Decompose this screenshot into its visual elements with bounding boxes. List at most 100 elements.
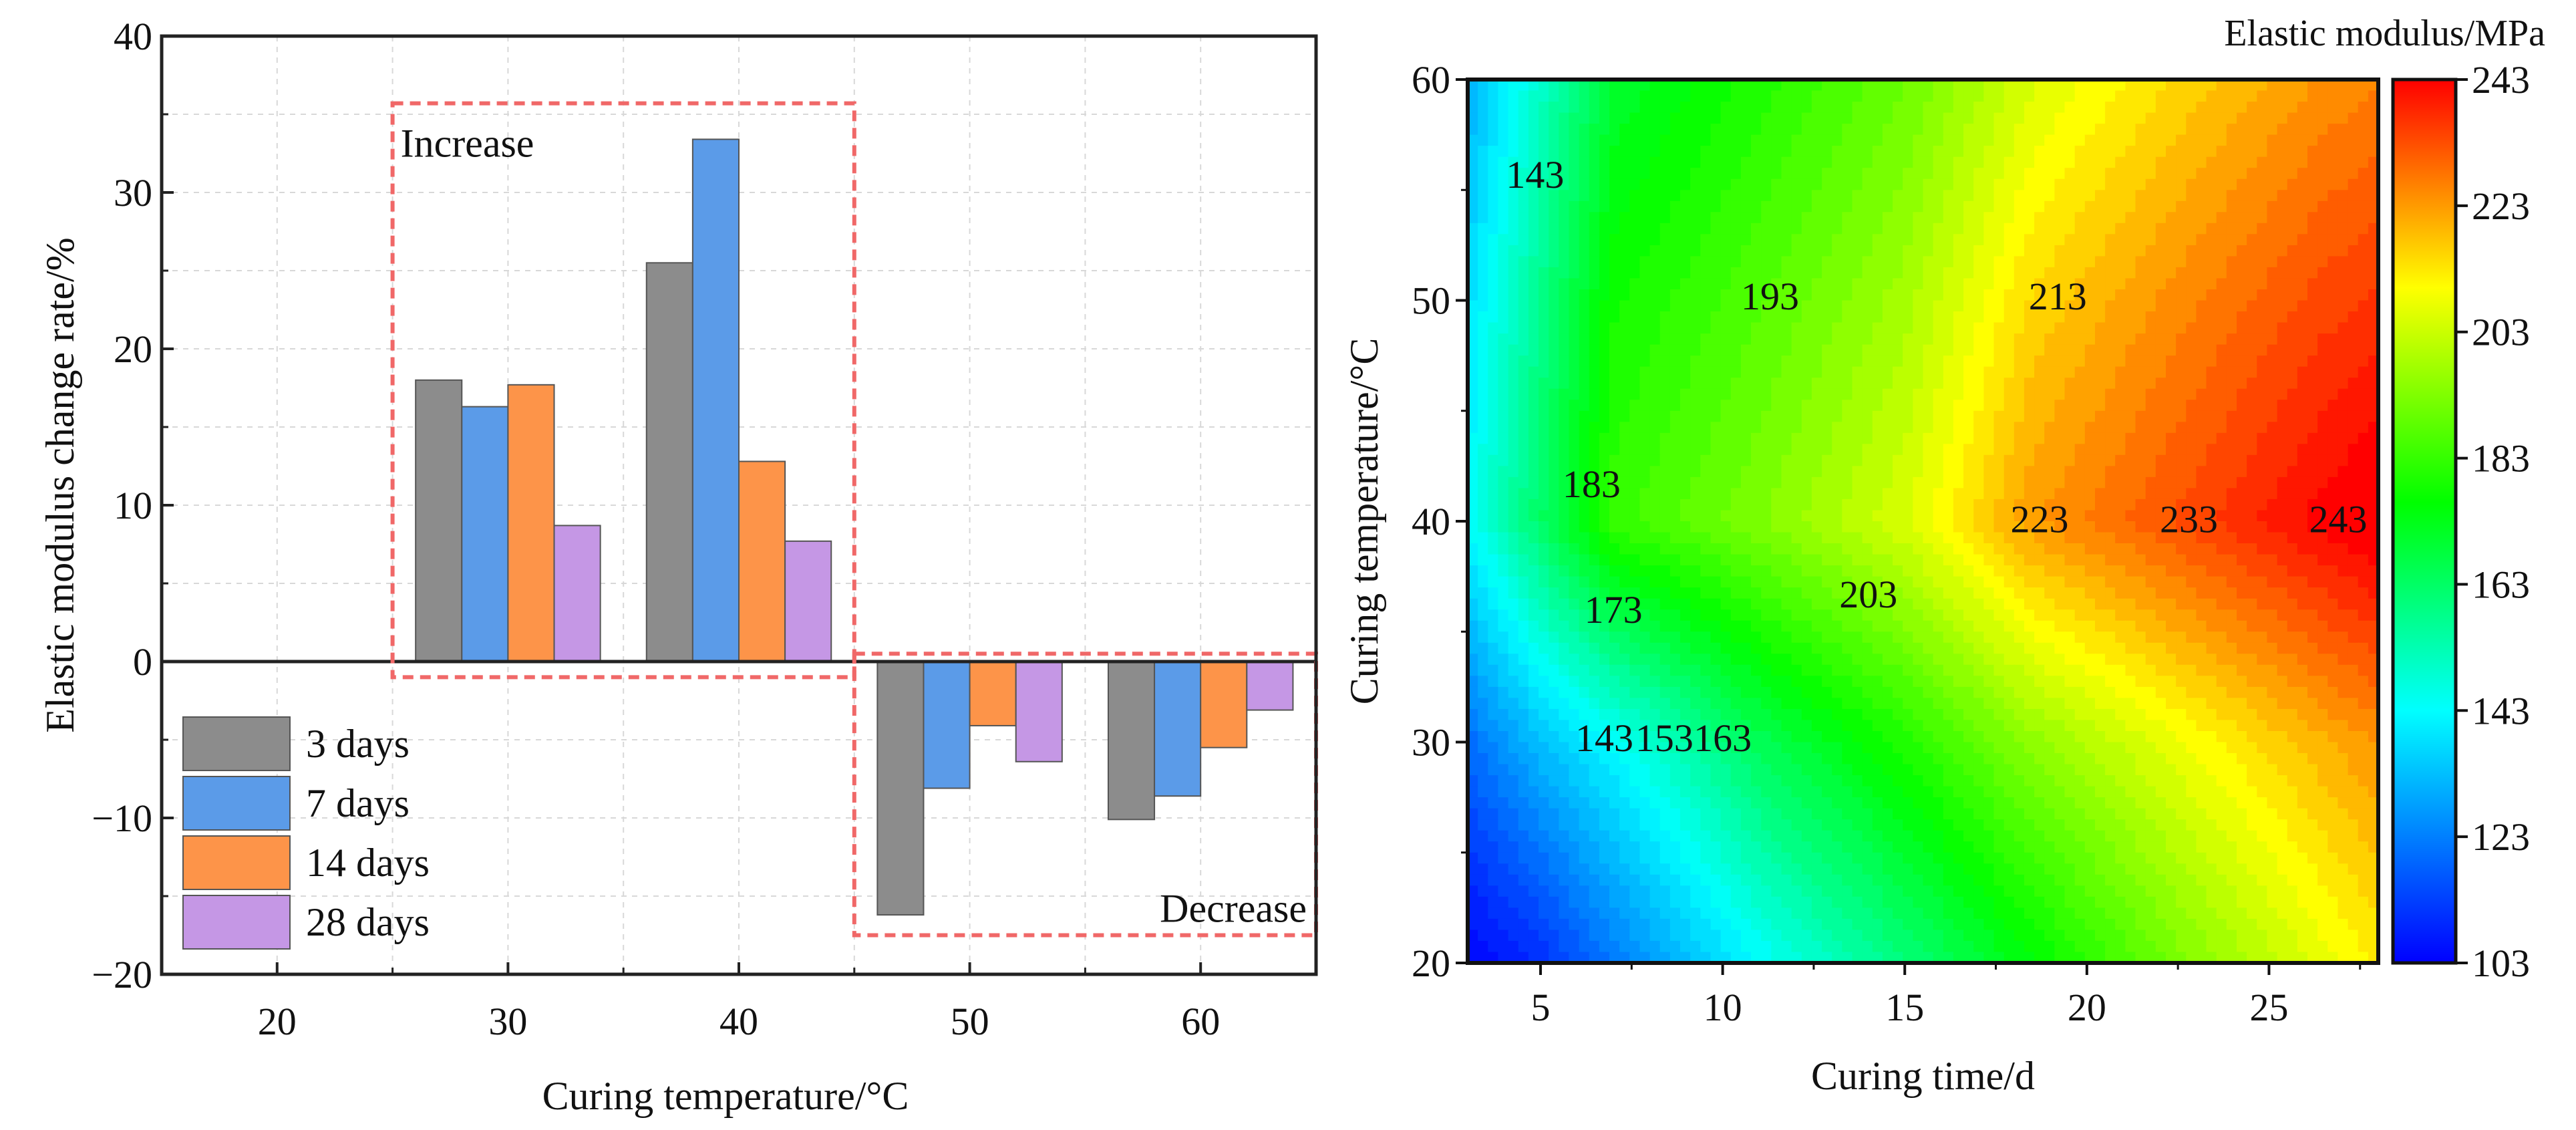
heatmap-cell [1488,178,1499,191]
heatmap-cell [1943,554,1954,567]
heatmap-cell [1649,311,1661,323]
heatmap-cell [1993,256,2005,268]
heatmap-cell [1528,200,1539,213]
heatmap-cell [1589,278,1600,290]
heatmap-cell [2348,510,2359,522]
heatmap-cell [1893,366,1904,379]
heatmap-cell [1549,400,1560,412]
heatmap-cell [1973,554,1985,567]
heatmap-cell [1700,598,1712,611]
heatmap-cell [2237,432,2248,445]
heatmap-cell [2054,378,2066,390]
heatmap-cell [1669,598,1681,611]
heatmap-cell [1680,256,1692,268]
heatmap-cell [2064,124,2076,136]
heatmap-cell [2257,256,2268,268]
heatmap-cell [2216,134,2227,147]
heatmap-cell [1893,576,1904,589]
heatmap-cell [2003,499,2015,511]
heatmap-cell [1983,156,1995,169]
heatmap-cell [2024,322,2035,334]
heatmap-cell [1842,565,1853,577]
heatmap-cell [1740,422,1752,434]
heatmap-cell [1680,245,1692,257]
heatmap-cell [1963,378,1975,390]
heatmap-cell [2014,410,2025,423]
heatmap-cell [2074,631,2086,644]
heatmap-cell [2247,642,2258,655]
heatmap-cell [2003,631,2015,644]
heatmap-cell [2338,410,2349,423]
heatmap-cell [2327,366,2339,379]
heatmap-cell [1680,322,1692,334]
heatmap-cell [1781,300,1792,312]
heatmap-cell [2115,620,2126,633]
heatmap-cell [1619,444,1631,456]
heatmap-cell [1751,80,1762,92]
heatmap-cell [2155,521,2166,533]
heatmap-cell [1740,245,1752,257]
heatmap-cell [1771,576,1782,589]
heatmap-cell [2125,234,2136,246]
heatmap-cell [1903,80,1914,92]
heatmap-cell [1669,454,1681,467]
heatmap-cell [2358,510,2369,522]
heatmap-cell [1882,587,1893,599]
heatmap-cell [2196,333,2207,345]
heatmap-cell [2206,654,2217,666]
heatmap-cell [2317,499,2329,511]
heatmap-cell [1842,200,1853,213]
heatmap-cell [1832,156,1843,169]
heatmap-cell [2166,454,2177,467]
heatmap-cell [2135,476,2146,489]
heatmap-cell [1832,388,1843,401]
heatmap-cell [1539,112,1550,125]
heatmap-cell [1893,300,1904,312]
heatmap-cell [2166,311,2177,323]
heatmap-cell [1740,664,1752,677]
heatmap-cell [2257,400,2268,412]
heatmap-cell [2145,300,2156,312]
heatmap-cell [1791,190,1802,202]
heatmap-cell [1508,532,1519,544]
heatmap-cell [2145,444,2156,456]
heatmap-cell [1559,378,1570,390]
heatmap-cell [1539,200,1550,213]
heatmap-cell [1842,454,1853,467]
heatmap-cell [2054,400,2066,412]
heatmap-cell [1973,344,1985,357]
heatmap-cell [1690,200,1702,213]
heatmap-cell [1983,510,1995,522]
heatmap-cell [1923,454,1934,467]
heatmap-cell [2317,156,2329,169]
heatmap-cell [1973,476,1985,489]
heatmap-cell [2166,642,2177,655]
heatmap-cell [1993,454,2005,467]
heatmap-cell [2155,245,2166,257]
heatmap-cell [1973,422,1985,434]
heatmap-cell [1720,90,1732,102]
heatmap-cell [1579,499,1590,511]
heatmap-cell [1811,388,1822,401]
heatmap-cell [1549,598,1560,611]
heatmap-cell [2176,300,2187,312]
heatmap-cell [1468,278,1479,290]
heatmap-cell [1983,223,1995,235]
heatmap-cell [1751,256,1762,268]
heatmap-cell [1488,510,1499,522]
heatmap-cell [1468,112,1479,125]
heatmap-cell [1579,333,1590,345]
heatmap-cell [2115,245,2126,257]
heatmap-cell [1619,245,1631,257]
heatmap-cell [1862,466,1873,478]
heatmap-cell [1963,476,1975,489]
heatmap-cell [1639,112,1651,125]
heatmap-cell [1609,245,1621,257]
heatmap-cell [2247,565,2258,577]
heatmap-cell [2095,388,2106,401]
heatmap-cell [1669,499,1681,511]
heatmap-cell [1589,366,1600,379]
heatmap-cell [2287,90,2298,102]
heatmap-cell [1862,178,1873,191]
heatmap-cell [1609,609,1621,621]
